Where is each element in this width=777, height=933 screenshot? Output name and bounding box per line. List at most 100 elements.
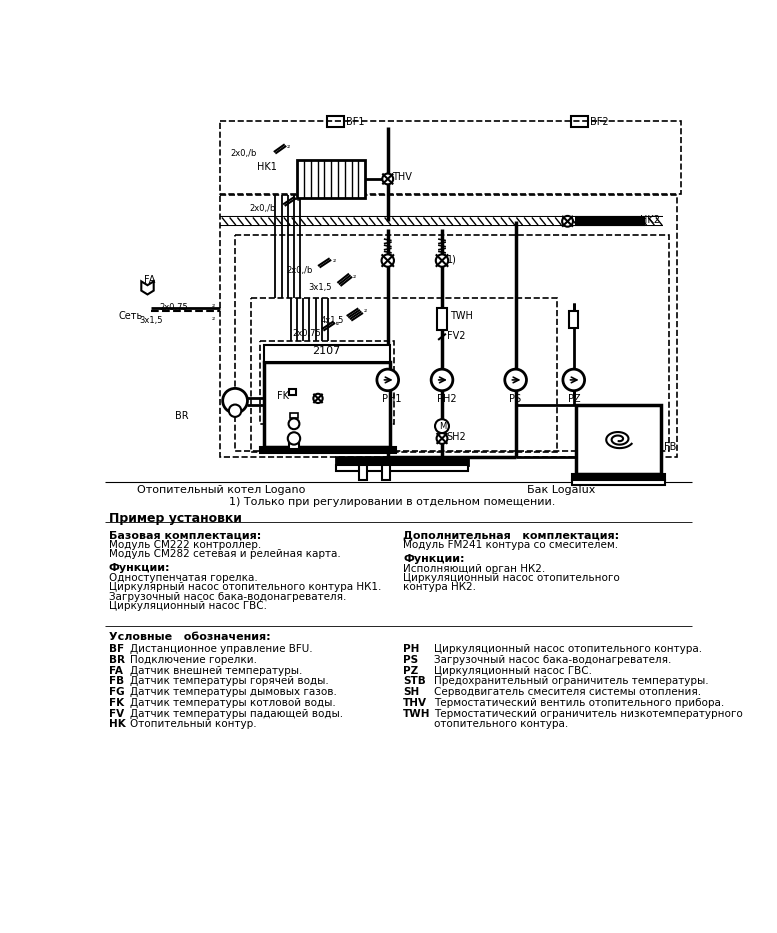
Text: PH1: PH1 (382, 394, 402, 404)
Text: HK1: HK1 (256, 162, 277, 172)
Text: THV: THV (392, 172, 412, 182)
Text: Функции:: Функции: (403, 554, 465, 564)
Bar (260, 341, 394, 424)
Bar (288, 441, 299, 449)
Circle shape (377, 369, 399, 391)
Text: Сеть: Сеть (119, 311, 143, 321)
Text: Дополнительная   комплектация:: Дополнительная комплектация: (403, 530, 619, 540)
Text: Модуль СМ222 контроллер.: Модуль СМ222 контроллер. (109, 540, 261, 550)
Text: 1): 1) (448, 255, 458, 264)
Bar (326, 116, 343, 127)
Circle shape (562, 216, 573, 227)
Text: 3x1,5: 3x1,5 (140, 316, 163, 325)
Text: Датчик внешней температуры.: Датчик внешней температуры. (130, 665, 302, 675)
Text: Модуль СМ282 сетевая и релейная карта.: Модуль СМ282 сетевая и релейная карта. (109, 550, 340, 559)
Circle shape (223, 388, 248, 413)
Text: Датчик температуры падающей воды.: Датчик температуры падающей воды. (130, 709, 343, 718)
Text: 2107: 2107 (312, 346, 341, 356)
Bar (336, 465, 468, 471)
Text: PS: PS (510, 394, 521, 404)
Text: SH2: SH2 (447, 431, 466, 441)
Text: контура НК2.: контура НК2. (403, 582, 476, 592)
Bar (289, 389, 295, 396)
Text: FB: FB (109, 676, 124, 687)
Text: HK2: HK2 (639, 216, 660, 225)
Bar (220, 121, 681, 194)
Text: Бак Logalux: Бак Logalux (528, 485, 596, 495)
Text: Пример установки: Пример установки (109, 512, 242, 525)
Text: PZ: PZ (403, 665, 419, 675)
Text: SH: SH (403, 687, 420, 697)
Text: отопительного контура.: отопительного контура. (434, 719, 569, 730)
Text: FA: FA (144, 275, 155, 285)
Text: THV: THV (403, 698, 427, 708)
Text: Циркуляционный насос ГВС.: Циркуляционный насос ГВС. (434, 665, 592, 675)
Text: Циркуляционный насос ГВС.: Циркуляционный насос ГВС. (109, 601, 267, 611)
Text: Подключение горелки.: Подключение горелки. (130, 655, 256, 665)
Text: ²: ² (333, 258, 336, 267)
Text: ²: ² (297, 197, 301, 205)
Text: PH: PH (403, 644, 420, 654)
Text: Загрузочный насос бака-водонагревателя.: Загрузочный насос бака-водонагревателя. (434, 655, 671, 665)
Bar (437, 308, 448, 330)
Circle shape (431, 369, 453, 391)
Text: Циркулярный насос отопительного контура НК1.: Циркулярный насос отопительного контура … (109, 582, 382, 592)
Circle shape (382, 255, 394, 267)
Text: Функции:: Функции: (109, 564, 170, 573)
Text: 2x0,75: 2x0,75 (159, 303, 188, 312)
Bar (290, 413, 298, 418)
Text: Датчик температуры котловой воды.: Датчик температуры котловой воды. (130, 698, 336, 708)
Bar (572, 474, 665, 480)
Bar (382, 465, 390, 480)
Circle shape (505, 369, 527, 391)
Circle shape (288, 418, 299, 429)
Text: Загрузочный насос бака-водонагревателя.: Загрузочный насос бака-водонагревателя. (109, 592, 346, 602)
Bar (576, 217, 599, 225)
Text: 2x0,/b: 2x0,/b (286, 266, 312, 275)
Text: Датчик температуры дымовых газов.: Датчик температуры дымовых газов. (130, 687, 336, 697)
Text: HK: HK (109, 719, 126, 730)
Bar (570, 116, 587, 127)
Text: FK: FK (109, 698, 124, 708)
Text: ²: ² (212, 303, 215, 312)
Bar (601, 217, 643, 225)
Text: FV2: FV2 (448, 331, 466, 341)
Bar (576, 405, 661, 474)
Text: BR: BR (109, 655, 125, 665)
Text: BR: BR (175, 411, 188, 421)
Bar (359, 465, 367, 480)
Text: Модуль FM241 контура со смесителем.: Модуль FM241 контура со смесителем. (403, 540, 618, 550)
Circle shape (287, 432, 300, 445)
Text: ²: ² (336, 321, 339, 330)
Text: Отопительный контур.: Отопительный контур. (130, 719, 256, 730)
Text: 2x0,/b: 2x0,/b (231, 149, 257, 158)
Bar (336, 457, 468, 465)
Bar (263, 362, 390, 447)
Text: PZ: PZ (568, 394, 581, 404)
Text: TWH: TWH (403, 709, 430, 718)
Text: BF2: BF2 (590, 117, 608, 127)
Circle shape (229, 405, 242, 417)
Text: ²: ² (212, 316, 215, 325)
Text: Циркуляционный насос отопительного: Циркуляционный насос отопительного (403, 573, 620, 583)
Text: ²: ² (364, 308, 367, 317)
Text: Датчик температуры горячей воды.: Датчик температуры горячей воды. (130, 676, 329, 687)
Text: FV: FV (109, 709, 124, 718)
Text: 4x1,5: 4x1,5 (320, 316, 343, 325)
Bar (250, 299, 556, 453)
Text: Дистанционное управление BFU.: Дистанционное управление BFU. (130, 644, 312, 654)
Text: 3x1,5: 3x1,5 (308, 283, 332, 292)
Bar (235, 235, 669, 451)
Text: FB: FB (664, 441, 677, 452)
Text: M: M (439, 423, 446, 431)
Text: Условные   обозначения:: Условные обозначения: (109, 632, 270, 642)
Text: ²: ² (353, 273, 356, 283)
Text: Циркуляционный насос отопительного контура.: Циркуляционный насос отопительного конту… (434, 644, 702, 654)
Text: Серводвигатель смесителя системы отопления.: Серводвигатель смесителя системы отоплен… (434, 687, 702, 697)
Text: PS: PS (403, 655, 418, 665)
Bar (220, 217, 663, 225)
Circle shape (382, 174, 393, 185)
Text: STB: STB (403, 676, 426, 687)
Bar (220, 195, 677, 457)
Text: Предохранительный ограничитель температуры.: Предохранительный ограничитель температу… (434, 676, 709, 687)
